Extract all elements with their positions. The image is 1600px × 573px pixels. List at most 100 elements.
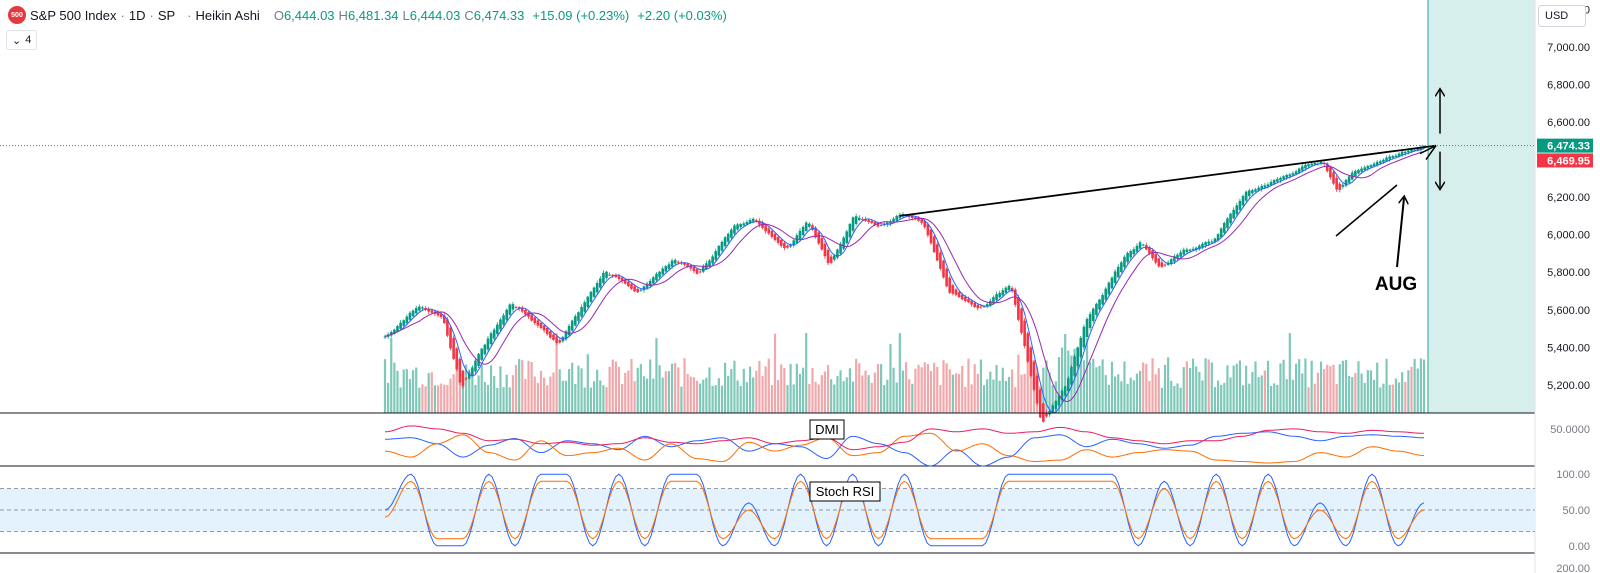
- volume-bar: [695, 380, 699, 413]
- stoch-tick-label: 0.00: [1569, 541, 1590, 553]
- candle-body: [673, 259, 677, 264]
- volume-bar: [667, 371, 671, 413]
- candle-body: [611, 274, 615, 276]
- volume-bar: [1098, 365, 1101, 413]
- candle-body: [829, 256, 833, 263]
- dmi-pane[interactable]: DMI 50.0000: [384, 419, 1590, 467]
- volume-bar: [886, 379, 889, 413]
- candle-body: [948, 277, 952, 293]
- candle-body: [770, 230, 774, 237]
- price-axis[interactable]: 7,200.007,000.006,800.006,600.006,400.00…: [0, 4, 1593, 392]
- candle-body: [1191, 248, 1195, 251]
- wedge-trendline: [899, 144, 1437, 217]
- volume-bar: [1198, 371, 1201, 413]
- candle-body: [1110, 277, 1114, 289]
- volume-bar: [911, 383, 914, 413]
- candle-body: [836, 249, 839, 258]
- candle-body: [1285, 174, 1289, 178]
- volume-bar: [1401, 372, 1404, 413]
- price-tick-label: 5,600.00: [1547, 305, 1590, 317]
- chart-header: 500 S&P 500 Index · 1D · SP · Heikin Ash…: [0, 0, 731, 30]
- volume-bar: [1195, 366, 1198, 413]
- volume-bar: [692, 377, 695, 413]
- volume-bar: [514, 365, 518, 413]
- candles[interactable]: [383, 144, 1426, 423]
- candle-body: [1241, 195, 1245, 206]
- candle-body: [767, 228, 771, 234]
- dmi-adx-line: [384, 425, 1424, 451]
- volume-bar: [677, 367, 680, 413]
- volume-bar: [536, 382, 539, 413]
- volume-bar: [1410, 366, 1413, 413]
- volume-bar: [1304, 358, 1307, 413]
- currency-button[interactable]: USD: [1538, 5, 1586, 27]
- candle-body: [402, 320, 406, 326]
- stoch-title: Stoch RSI: [816, 484, 875, 499]
- collapse-indicators-button[interactable]: ⌄ 4: [6, 30, 38, 50]
- candle-body: [492, 329, 496, 339]
- candle-body: [920, 219, 923, 223]
- ma-fast-line: [384, 148, 1425, 414]
- volume-bar: [608, 366, 611, 413]
- candle-body: [804, 222, 808, 231]
- candle-body: [1141, 244, 1145, 246]
- volume-bar: [555, 333, 558, 413]
- volume-bar: [449, 378, 452, 413]
- volume-bar: [1332, 364, 1335, 413]
- volume-bar: [792, 384, 795, 413]
- candle-body: [1104, 288, 1108, 300]
- volume-bar: [1369, 370, 1373, 413]
- candle-body: [1407, 150, 1410, 153]
- stoch-rsi-pane[interactable]: Stoch RSI 100.00 50.00 0.00 200.00: [0, 469, 1590, 573]
- volume-bar: [1285, 379, 1288, 413]
- volume-bar: [558, 369, 561, 413]
- volume-bar: [820, 375, 823, 413]
- volume-bar: [1011, 369, 1014, 413]
- candle-body: [1357, 169, 1360, 174]
- volume-bar: [1167, 357, 1170, 413]
- candle-body: [1254, 189, 1257, 192]
- volume-bar: [699, 383, 702, 413]
- candle-body: [489, 333, 493, 345]
- candle-body: [1185, 249, 1189, 253]
- price-tick-label: 5,800.00: [1547, 267, 1590, 279]
- dmi-title: DMI: [815, 422, 839, 437]
- candle-body: [411, 310, 415, 317]
- candle-body: [514, 306, 518, 308]
- candle-body: [742, 223, 746, 226]
- candle-body: [655, 273, 658, 281]
- candle-body: [1294, 171, 1298, 175]
- last-price-tag: [1537, 138, 1593, 153]
- volume-bar: [970, 384, 973, 413]
- volume-bar: [1173, 385, 1176, 413]
- candle-body: [730, 229, 733, 238]
- drawings[interactable]: AUG: [899, 91, 1440, 295]
- interval-label[interactable]: 1D: [128, 7, 146, 23]
- candle-body: [823, 243, 827, 257]
- volume-bar: [1220, 384, 1223, 413]
- candle-body: [1148, 247, 1151, 254]
- volume-bar: [502, 387, 505, 413]
- volume-bar: [440, 383, 443, 413]
- pointer-line: [1335, 184, 1398, 237]
- candle-body: [505, 309, 508, 320]
- volume-bar: [1260, 375, 1263, 413]
- open-value: 6,444.03: [283, 7, 335, 23]
- symbol-title[interactable]: S&P 500 Index: [30, 7, 117, 23]
- volume-bar: [399, 387, 402, 413]
- low-label: L: [402, 7, 410, 23]
- candle-body: [608, 274, 611, 276]
- candle-body: [1095, 303, 1098, 315]
- candle-body: [1226, 218, 1229, 228]
- candle-body: [826, 249, 830, 264]
- volume-bar: [571, 362, 574, 413]
- volume-bar: [954, 373, 958, 413]
- volume-bar: [908, 379, 911, 413]
- candle-body: [845, 231, 849, 244]
- price-tick-label: 5,200.00: [1547, 380, 1590, 392]
- volume-bar: [979, 359, 983, 413]
- volume-bar: [627, 370, 630, 413]
- volume-bar: [652, 378, 655, 413]
- volume-bar: [883, 385, 886, 413]
